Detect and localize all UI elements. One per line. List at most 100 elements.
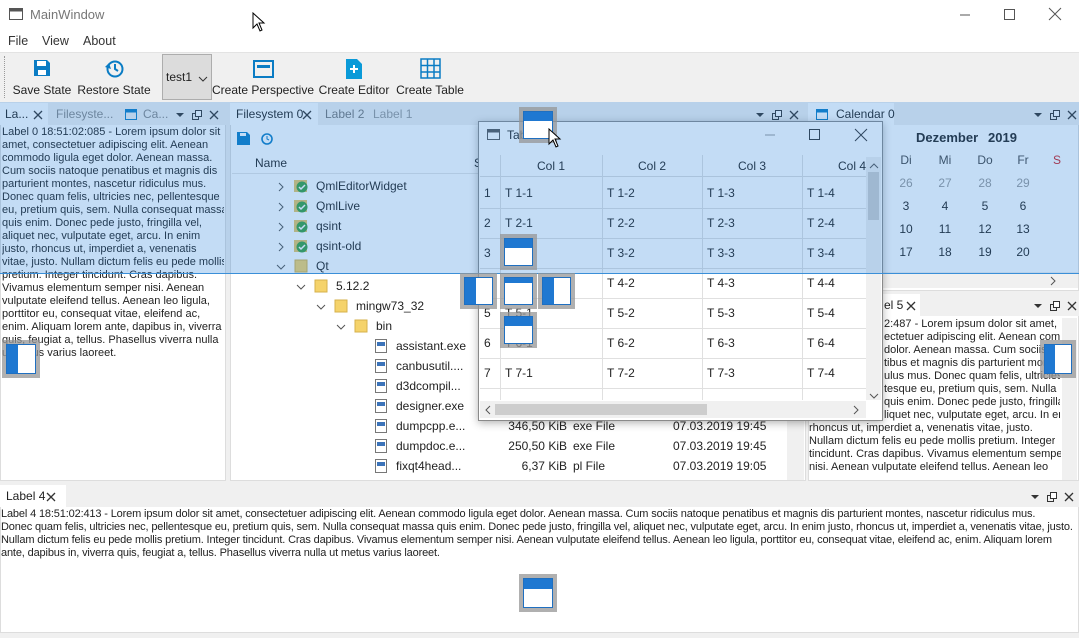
table-cell[interactable]: T 1-2 — [607, 186, 635, 200]
drop-indicator[interactable] — [2, 340, 40, 378]
tree-item[interactable]: QmlLive — [316, 199, 361, 213]
calendar-day[interactable]: 18 — [938, 245, 952, 259]
table-cell[interactable]: T 1-4 — [807, 186, 835, 200]
toolbar-button[interactable]: Create Perspective — [211, 83, 315, 97]
drop-indicator[interactable] — [500, 312, 537, 348]
table-cell[interactable]: T 7-4 — [807, 366, 835, 380]
toolbar-button[interactable]: Create Editor — [318, 83, 390, 97]
calendar-day[interactable]: 20 — [1016, 245, 1030, 259]
table-cell[interactable]: T 5-2 — [607, 306, 635, 320]
close-button[interactable] — [1067, 109, 1077, 120]
drop-indicator[interactable] — [460, 273, 497, 309]
calendar-day[interactable]: 3 — [902, 199, 910, 213]
minimize-button[interactable] — [955, 8, 975, 22]
table-cell[interactable]: T 2-4 — [807, 216, 835, 230]
tree-item[interactable]: assistant.exe — [396, 339, 467, 353]
table-cell[interactable]: T 3-2 — [607, 246, 635, 260]
close-button[interactable] — [302, 109, 312, 120]
expand-arrow[interactable] — [276, 201, 286, 212]
table-row-header[interactable]: 1 — [484, 186, 491, 200]
column-header[interactable]: Name — [255, 156, 288, 170]
table-cell[interactable]: T 5-3 — [707, 306, 735, 320]
calendar-day[interactable]: 27 — [938, 176, 952, 190]
float-button[interactable] — [772, 109, 782, 120]
calendar-day[interactable]: 5 — [981, 199, 989, 213]
float-button[interactable] — [1050, 300, 1060, 311]
expand-arrow[interactable] — [276, 181, 286, 192]
table-cell[interactable]: T 7-2 — [607, 366, 635, 380]
calendar-day[interactable]: 13 — [1016, 222, 1030, 236]
close-button[interactable] — [209, 109, 219, 120]
table-row-header[interactable]: 2 — [484, 216, 491, 230]
table-cell[interactable]: T 3-3 — [707, 246, 735, 260]
tree-item[interactable]: 5.12.2 — [336, 279, 370, 293]
calendar-day[interactable]: 6 — [1019, 199, 1027, 213]
dock-menu-button[interactable] — [755, 109, 765, 119]
expand-arrow[interactable] — [296, 281, 306, 291]
calendar-month[interactable]: Dezember — [916, 130, 979, 145]
close-button[interactable] — [906, 300, 916, 311]
close-window-button[interactable] — [854, 128, 868, 142]
save-icon[interactable] — [237, 132, 250, 145]
table-column-header[interactable]: Col 2 — [637, 159, 667, 173]
calendar-day[interactable]: 11 — [938, 222, 952, 236]
table-cell[interactable]: T 1-1 — [505, 186, 533, 200]
table-cell[interactable]: T 4-3 — [707, 276, 735, 290]
table-cell[interactable]: T 1-3 — [707, 186, 735, 200]
table-cell[interactable]: T 4-4 — [807, 276, 835, 290]
tree-item[interactable]: qsint — [316, 219, 342, 233]
drop-indicator[interactable] — [500, 234, 537, 270]
close-button[interactable] — [1067, 300, 1077, 311]
expand-arrow[interactable] — [276, 221, 286, 232]
tree-item[interactable]: Qt — [316, 259, 329, 273]
close-button[interactable] — [33, 109, 43, 120]
calendar-day[interactable]: 26 — [899, 176, 913, 190]
dock-menu-button[interactable] — [1030, 491, 1040, 501]
calendar-day[interactable]: 17 — [899, 245, 913, 259]
calendar-day[interactable]: 4 — [941, 199, 949, 213]
drop-indicator[interactable] — [1040, 340, 1076, 378]
close-window-button[interactable] — [1046, 7, 1064, 21]
drop-indicator[interactable] — [500, 273, 537, 309]
table-cell[interactable]: T 4-2 — [607, 276, 635, 290]
expand-arrow[interactable] — [316, 301, 326, 311]
tree-item[interactable]: qsint-old — [316, 239, 362, 253]
close-button[interactable] — [46, 491, 56, 502]
dock-menu-button[interactable] — [1033, 109, 1043, 119]
drop-indicator[interactable] — [538, 273, 575, 309]
menu-item[interactable]: File — [8, 34, 29, 48]
expand-arrow[interactable] — [336, 321, 346, 331]
table-row-header[interactable]: 6 — [484, 336, 491, 350]
tree-item[interactable]: fixqt4head... — [396, 459, 462, 473]
dock-tab[interactable]: Label 4 — [6, 489, 46, 503]
table-row-header[interactable]: 3 — [484, 246, 491, 260]
table-column-header[interactable]: Col 4 — [837, 159, 867, 173]
dock-tab[interactable]: La... — [5, 107, 29, 121]
dock-menu-button[interactable] — [1033, 300, 1043, 310]
expand-arrow[interactable] — [276, 261, 286, 271]
toolbar-button[interactable]: Save State — [12, 83, 72, 97]
calendar-year[interactable]: 2019 — [988, 130, 1017, 145]
dock-tab[interactable]: Label 2 — [325, 107, 365, 121]
tree-item[interactable]: bin — [376, 319, 393, 333]
close-button[interactable] — [1064, 491, 1074, 502]
calendar-day[interactable]: 10 — [899, 222, 913, 236]
table-cell[interactable]: T 6-4 — [807, 336, 835, 350]
combo-value[interactable]: test1 — [166, 70, 193, 84]
dock-tab[interactable]: Calendar 0 — [836, 107, 895, 121]
tree-item[interactable]: QmlEditorWidget — [316, 179, 407, 193]
table-cell[interactable]: T 2-1 — [505, 216, 533, 230]
table-cell[interactable]: T 2-3 — [707, 216, 735, 230]
tree-item[interactable]: d3dcompil... — [396, 379, 461, 393]
maximize-button[interactable] — [808, 128, 822, 142]
table-cell[interactable]: T 7-1 — [505, 366, 533, 380]
tree-item[interactable]: dumpdoc.e... — [396, 439, 466, 453]
dock-tab[interactable]: Ca... — [143, 107, 169, 121]
dock-tab[interactable]: Label 1 — [373, 107, 413, 121]
table-cell[interactable]: T 6-3 — [707, 336, 735, 350]
table-column-header[interactable]: Col 1 — [536, 159, 566, 173]
float-button[interactable] — [1050, 109, 1060, 120]
calendar-day[interactable]: 19 — [978, 245, 992, 259]
minimize-button[interactable] — [762, 128, 778, 142]
tree-item[interactable]: canbusutil.... — [396, 359, 464, 373]
